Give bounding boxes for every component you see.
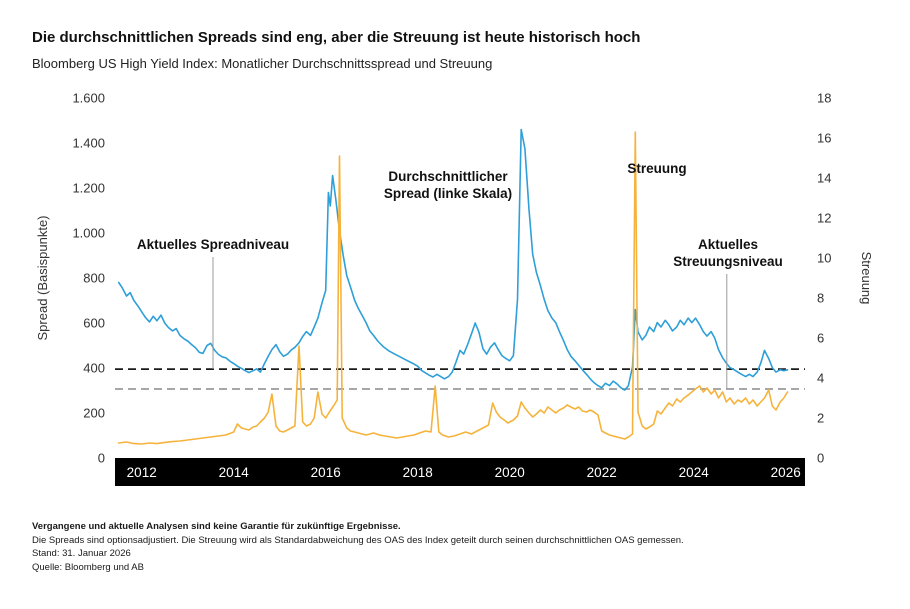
annotation-current-spread-level: Aktuelles Spreadniveau xyxy=(136,237,290,252)
annotation-current-dispersion-level: Aktuelles Streuungsniveau xyxy=(673,237,783,269)
left-tick-label: 200 xyxy=(83,406,105,421)
right-tick-label: 12 xyxy=(817,211,831,226)
left-tick-label: 0 xyxy=(98,451,105,466)
left-tick-label: 800 xyxy=(83,271,105,286)
left-tick-label: 1.600 xyxy=(72,91,105,106)
right-tick-label: 16 xyxy=(817,131,831,146)
x-tick-label: 2012 xyxy=(127,465,157,480)
annotation-connectors-group xyxy=(212,257,728,389)
right-tick-label: 8 xyxy=(817,291,824,306)
x-tick-label: 2024 xyxy=(679,465,710,480)
right-tick-label: 2 xyxy=(817,411,824,426)
page-title: Die durchschnittlichen Spreads sind eng,… xyxy=(32,29,641,46)
x-tick-label: 2020 xyxy=(495,465,525,480)
series-lines-group xyxy=(117,128,789,445)
source-text: Quelle: Bloomberg und AB xyxy=(32,561,144,573)
left-axis-title: Spread (Basispunkte) xyxy=(35,215,50,340)
right-tick-label: 14 xyxy=(817,171,831,186)
x-tick-label: 2026 xyxy=(771,465,801,480)
right-tick-label: 4 xyxy=(817,371,824,386)
right-tick-label: 0 xyxy=(817,451,824,466)
as-of-date: Stand: 31. Januar 2026 xyxy=(32,548,131,559)
chart-header: Die durchschnittlichen Spreads sind eng,… xyxy=(0,0,910,72)
annotation-average-spread-legend: Durchschnittlicher Spread (linke Skala) xyxy=(383,169,513,201)
left-tick-label: 600 xyxy=(83,316,105,331)
x-axis-band-group: 2012 2014 2016 2018 2020 2022 2024 2026 xyxy=(115,458,805,486)
methodology-note: Die Spreads sind optionsadjustiert. Die … xyxy=(32,534,684,546)
chart-footnotes: Vergangene und aktuelle Analysen sind ke… xyxy=(32,520,878,574)
left-tick-label: 400 xyxy=(83,361,105,376)
annotation-dispersion-legend: Streuung xyxy=(627,161,687,176)
x-axis-band xyxy=(115,458,805,486)
right-tick-label: 6 xyxy=(817,331,824,346)
series-line-dispersion xyxy=(117,131,789,445)
chart-area: Spread (Basispunkte) Streuung 2012 2014 20… xyxy=(0,86,910,506)
page-subtitle: Bloomberg US High Yield Index: Monatlich… xyxy=(32,56,493,71)
right-axis-title: Streuung xyxy=(859,252,874,305)
series-line-spread xyxy=(117,128,789,391)
disclaimer-text: Vergangene und aktuelle Analysen sind ke… xyxy=(32,521,401,532)
x-tick-label: 2016 xyxy=(311,465,341,480)
x-tick-label: 2018 xyxy=(403,465,433,480)
chart-canvas: Spread (Basispunkte) Streuung 2012 2014 20… xyxy=(35,91,874,486)
axis-tick-labels-group: 0 200 400 600 800 1.000 1.200 1.400 1.600 0 2 4 6 8 10… xyxy=(72,91,831,466)
left-tick-label: 1.000 xyxy=(72,226,105,241)
right-tick-label: 18 xyxy=(817,91,831,106)
reference-lines-group xyxy=(115,368,805,390)
right-tick-label: 10 xyxy=(817,251,831,266)
left-tick-label: 1.400 xyxy=(72,136,105,151)
x-tick-label: 2014 xyxy=(219,465,250,480)
left-tick-label: 1.200 xyxy=(72,181,105,196)
x-tick-label: 2022 xyxy=(587,465,617,480)
